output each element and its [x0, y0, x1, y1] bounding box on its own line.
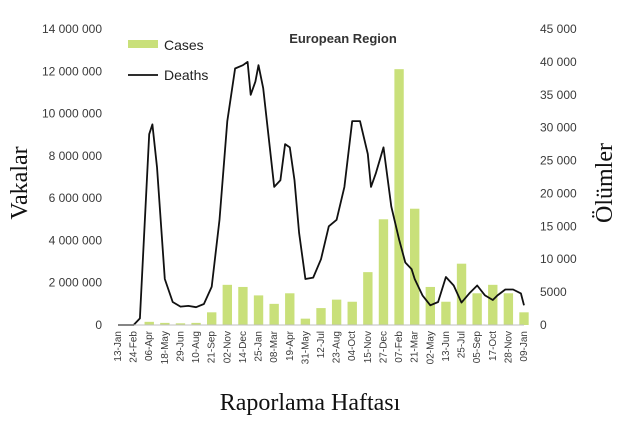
x-tick-label: 19-Apr [285, 330, 296, 361]
y-axis-left-title: Vakalar [7, 146, 33, 219]
cases-bar [222, 284, 232, 325]
y-right-tick-label: 15 000 [540, 219, 577, 233]
cases-bar [207, 312, 217, 325]
cases-bar [378, 219, 389, 325]
x-tick-label: 06-Apr [144, 330, 155, 361]
x-tick-label: 08-Mar [269, 330, 280, 362]
y-left-tick-label: 14 000 000 [42, 22, 102, 36]
x-tick-label: 13-Jan [113, 331, 124, 362]
x-tick-label: 05-Sep [472, 331, 483, 364]
cases-bar [488, 284, 498, 325]
y-left-tick-label: 0 [95, 318, 102, 332]
y-left-tick-label: 4 000 000 [49, 233, 103, 247]
cases-bar [144, 321, 154, 325]
y-left-tick-label: 8 000 000 [49, 149, 103, 163]
y-right-tick-label: 20 000 [540, 186, 577, 200]
cases-bar [347, 301, 357, 325]
x-tick-label: 10-Aug [191, 331, 202, 363]
x-tick-label: 23-Aug [332, 331, 343, 363]
x-tick-label: 04-Oct [347, 331, 358, 361]
cases-bar [238, 286, 248, 325]
x-tick-label: 12-Jul [316, 331, 327, 358]
x-tick-label: 29-Jun [175, 331, 186, 362]
x-tick-label: 21-Mar [410, 330, 421, 362]
x-axis-ticks: 13-Jan 24-Feb 06-Apr 18-May 29-Jun 10-Aug 21-S… [113, 330, 530, 364]
cases-bar [441, 301, 451, 325]
y-right-tick-label: 0 [540, 318, 547, 332]
x-tick-label: 13-Jun [441, 331, 452, 362]
x-tick-label: 28-Nov [503, 331, 514, 363]
legend-cases-label: Cases [164, 37, 204, 53]
cases-bar [269, 303, 279, 325]
x-tick-label: 25-Jul [457, 331, 468, 358]
left-axis-ticks: 0 2 000 000 4 000 000 6 000 000 8 000 000 10 … [42, 22, 102, 332]
cases-bar [410, 208, 420, 325]
cases-bar [285, 293, 295, 325]
cases-bar [300, 318, 311, 325]
cases-bar [519, 312, 529, 325]
cases-bar [456, 263, 467, 325]
cases-bar [160, 322, 170, 325]
x-tick-label: 15-Nov [363, 331, 374, 363]
y-right-tick-label: 30 000 [540, 121, 577, 135]
x-tick-label: 14-Dec [238, 331, 249, 363]
y-right-tick-label: 5000 [540, 285, 567, 299]
x-axis-title: Raporlama Haftası [220, 390, 401, 416]
deaths-line [118, 61, 525, 326]
x-tick-label: 21-Sep [207, 331, 218, 364]
x-tick-label: 17-Oct [488, 331, 499, 361]
x-tick-label: 27-Dec [378, 331, 389, 363]
cases-bar [316, 308, 326, 325]
y-right-tick-label: 45 000 [540, 22, 577, 36]
y-right-tick-label: 35 000 [540, 88, 577, 102]
right-axis-ticks: 0 5000 10 000 15 000 20 000 25 000 30 000 35 00… [540, 22, 577, 332]
x-tick-label: 02-May [425, 331, 436, 364]
legend-cases-swatch [128, 40, 158, 48]
y-right-tick-label: 40 000 [540, 55, 577, 69]
x-tick-label: 07-Feb [394, 331, 405, 363]
cases-bar [503, 293, 514, 325]
y-axis-right-title: Ölümler [592, 143, 618, 223]
y-right-tick-label: 25 000 [540, 154, 577, 168]
cases-bars [128, 69, 529, 326]
legend: Cases Deaths [128, 37, 208, 83]
cases-bar [175, 323, 186, 325]
x-tick-label: 09-Jan [519, 331, 530, 362]
cases-bar [394, 69, 404, 326]
cases-bar [363, 272, 373, 325]
x-tick-label: 25-Jan [254, 331, 265, 362]
chart-title: European Region [289, 31, 397, 46]
cases-bar [253, 295, 264, 325]
cases-bar [472, 293, 482, 325]
x-tick-label: 31-May [300, 331, 311, 364]
y-right-tick-label: 10 000 [540, 252, 577, 266]
y-left-tick-label: 2 000 000 [49, 276, 103, 290]
x-tick-label: 24-Feb [129, 331, 140, 363]
y-left-tick-label: 12 000 000 [42, 64, 102, 78]
x-tick-label: 02-Nov [222, 331, 233, 363]
legend-deaths-label: Deaths [164, 67, 208, 83]
y-left-tick-label: 10 000 000 [42, 107, 102, 121]
x-tick-label: 18-May [160, 331, 171, 364]
cases-bar [331, 299, 342, 325]
y-left-tick-label: 6 000 000 [49, 191, 103, 205]
cases-bar [191, 322, 201, 325]
